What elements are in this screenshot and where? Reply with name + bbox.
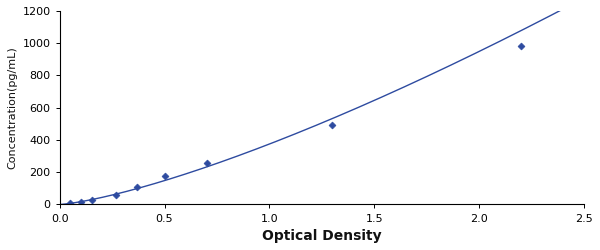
X-axis label: Optical Density: Optical Density (262, 229, 382, 243)
Y-axis label: Concentration(pg/mL): Concentration(pg/mL) (7, 46, 17, 169)
